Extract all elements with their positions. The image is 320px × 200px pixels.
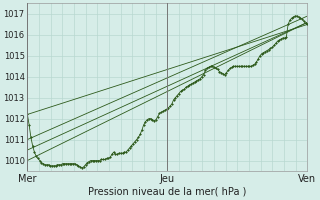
X-axis label: Pression niveau de la mer( hPa ): Pression niveau de la mer( hPa ) [88, 187, 247, 197]
